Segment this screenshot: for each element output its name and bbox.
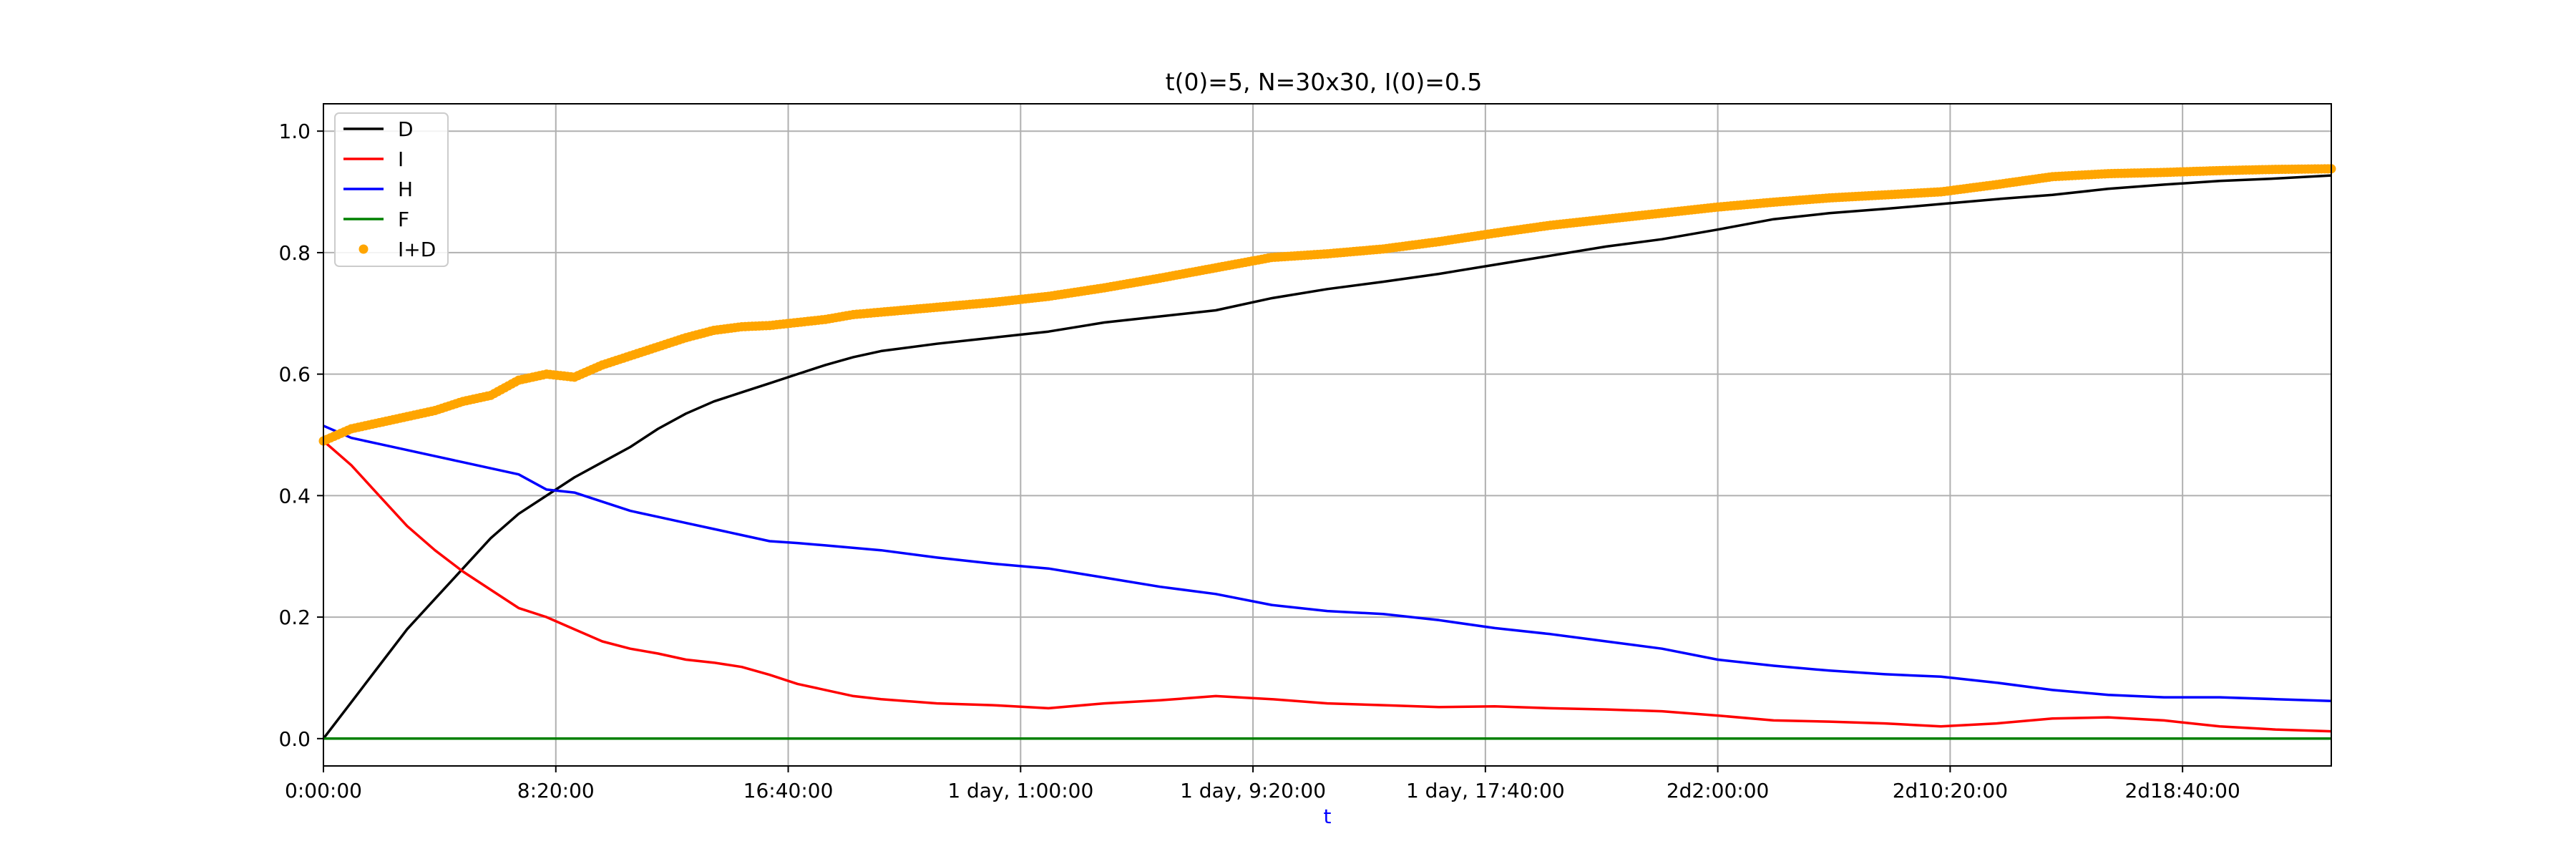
y-tick-label: 0.4 xyxy=(278,484,311,508)
legend-label-f: F xyxy=(398,208,409,231)
y-tick-label: 0.6 xyxy=(278,363,311,387)
y-tick-label: 0.8 xyxy=(278,241,311,265)
x-tick-label: 0:00:00 xyxy=(285,779,362,802)
series-i-d-markers xyxy=(318,164,2336,446)
x-tick-label: 8:20:00 xyxy=(517,779,595,802)
x-tick-label: 2d10:20:00 xyxy=(1893,779,2008,802)
x-tick-label: 2d18:40:00 xyxy=(2124,779,2240,802)
series-layer xyxy=(318,164,2336,740)
x-axis-label: t xyxy=(1324,805,1332,828)
grid-lines xyxy=(323,104,2331,766)
x-axis-ticks: 0:00:00 8:20:00 16:40:00 1 day, 1:00:00 1 da… xyxy=(285,766,2240,802)
x-tick-label: 1 day, 1:00:00 xyxy=(947,779,1093,802)
x-tick-label: 1 day, 17:40:00 xyxy=(1406,779,1565,802)
chart-title: t(0)=5, N=30x30, I(0)=0.5 xyxy=(1166,68,1483,96)
series-d-line xyxy=(322,174,2332,739)
y-tick-label: 0.2 xyxy=(278,606,311,629)
series-i-line xyxy=(322,440,2332,733)
legend-label-d: D xyxy=(398,117,414,141)
legend-box xyxy=(334,112,449,267)
series-h-line xyxy=(323,424,2332,702)
plot-frame xyxy=(323,103,2332,767)
legend-marker-i-d xyxy=(358,244,369,254)
y-axis-ticks: 0.0 0.2 0.4 0.6 0.8 1.0 xyxy=(278,120,323,751)
legend-label-i: I xyxy=(398,147,404,171)
x-tick-label: 1 day, 9:20:00 xyxy=(1180,779,1326,802)
legend-label-h: H xyxy=(398,178,413,201)
x-tick-label: 2d2:00:00 xyxy=(1667,779,1770,802)
y-tick-label: 1.0 xyxy=(278,120,311,143)
x-tick-label: 16:40:00 xyxy=(743,779,834,802)
legend-label-i-d: I+D xyxy=(398,238,436,261)
y-tick-label: 0.0 xyxy=(278,727,311,751)
